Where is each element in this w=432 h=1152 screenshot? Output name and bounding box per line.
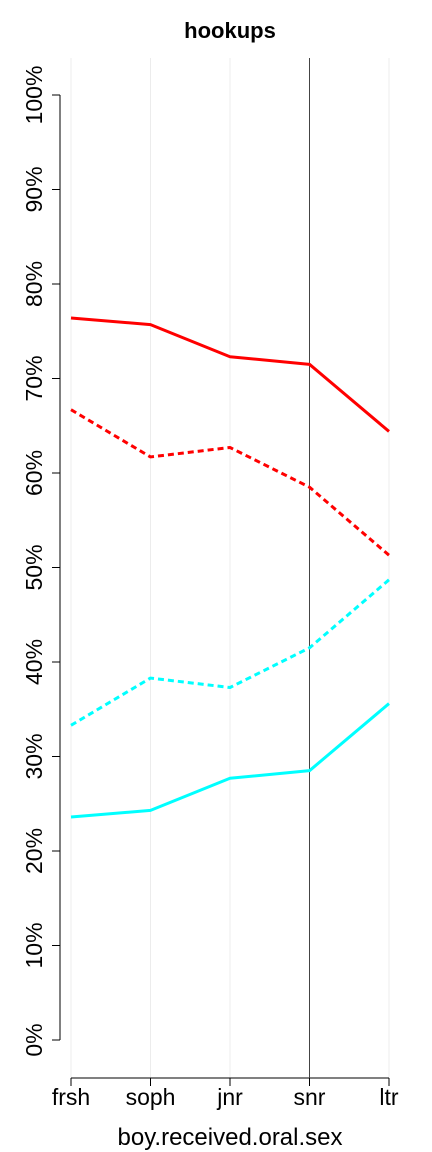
series-line-1: [70, 316, 390, 433]
y-tick-label: 10%: [21, 922, 47, 968]
y-tick-label: 70%: [21, 355, 47, 401]
axis-layer: 0% 10% 20% 30% 40% 50% 60% 70% 80% 90% 100% frsh sop…: [21, 58, 399, 1110]
y-tick-label: 60%: [21, 450, 47, 496]
x-axis-title: boy.received.oral.sex: [118, 1124, 343, 1151]
y-tick-label: 40%: [21, 639, 47, 685]
x-tick-label-soph: soph: [126, 1084, 176, 1110]
y-tick-label: 90%: [21, 166, 47, 212]
y-tick-label: 0%: [21, 1023, 47, 1056]
series-line-2: [70, 408, 390, 557]
y-tick-label: 100%: [21, 66, 47, 125]
series-line-4: [70, 702, 390, 819]
grid-layer: [70, 58, 390, 1078]
x-tick-label-frsh: frsh: [52, 1084, 90, 1110]
y-tick-label: 50%: [21, 544, 47, 590]
chart-title: hookups: [184, 18, 276, 43]
y-tick-label: 80%: [21, 261, 47, 307]
series-line-3: [70, 578, 390, 727]
y-tick-label: 20%: [21, 828, 47, 874]
x-tick-label-jnr: jnr: [216, 1084, 243, 1110]
series-layer: [70, 316, 390, 819]
y-tick-label: 30%: [21, 733, 47, 779]
x-tick-label-snr: snr: [294, 1084, 326, 1110]
x-tick-label-ltr: ltr: [379, 1084, 399, 1110]
